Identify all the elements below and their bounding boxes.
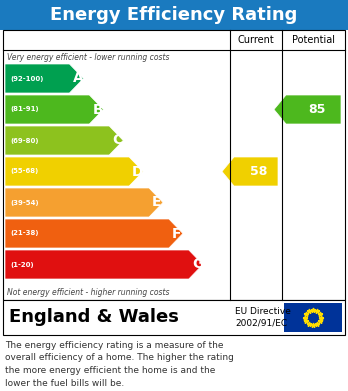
Bar [3,30,345,300]
Text: D: D [132,165,144,179]
Text: EU Directive
2002/91/EC: EU Directive 2002/91/EC [235,307,291,328]
Text: B: B [92,102,103,117]
Text: England & Wales: England & Wales [9,308,179,326]
Text: G: G [192,258,203,271]
Polygon shape [5,64,84,93]
Polygon shape [274,95,341,124]
Text: E: E [152,196,161,210]
Text: (39-54): (39-54) [10,199,39,206]
Text: A: A [72,72,83,86]
Text: 85: 85 [308,103,325,116]
Text: Current: Current [238,35,274,45]
Text: (1-20): (1-20) [10,262,34,267]
Text: (92-100): (92-100) [10,75,44,81]
Polygon shape [5,157,143,186]
Text: Very energy efficient - lower running costs: Very energy efficient - lower running co… [7,53,169,62]
Bar [0,0,348,30]
Text: Energy Efficiency Rating: Energy Efficiency Rating [50,6,298,24]
Text: 58: 58 [250,165,268,178]
Text: The energy efficiency rating is a measure of the
overall efficiency of a home. T: The energy efficiency rating is a measur… [5,341,234,387]
Text: Potential: Potential [292,35,335,45]
Text: (21-38): (21-38) [10,231,39,237]
Polygon shape [222,157,278,186]
Polygon shape [5,219,183,248]
Polygon shape [5,188,163,217]
Polygon shape [5,126,123,155]
Text: (55-68): (55-68) [10,169,38,174]
Text: F: F [172,226,181,240]
Text: (69-80): (69-80) [10,138,39,143]
Text: (81-91): (81-91) [10,106,39,113]
Text: C: C [112,133,122,147]
Bar [3,300,345,335]
Polygon shape [5,250,203,279]
Text: Not energy efficient - higher running costs: Not energy efficient - higher running co… [7,288,169,297]
Bar [284,303,342,332]
Polygon shape [5,95,103,124]
